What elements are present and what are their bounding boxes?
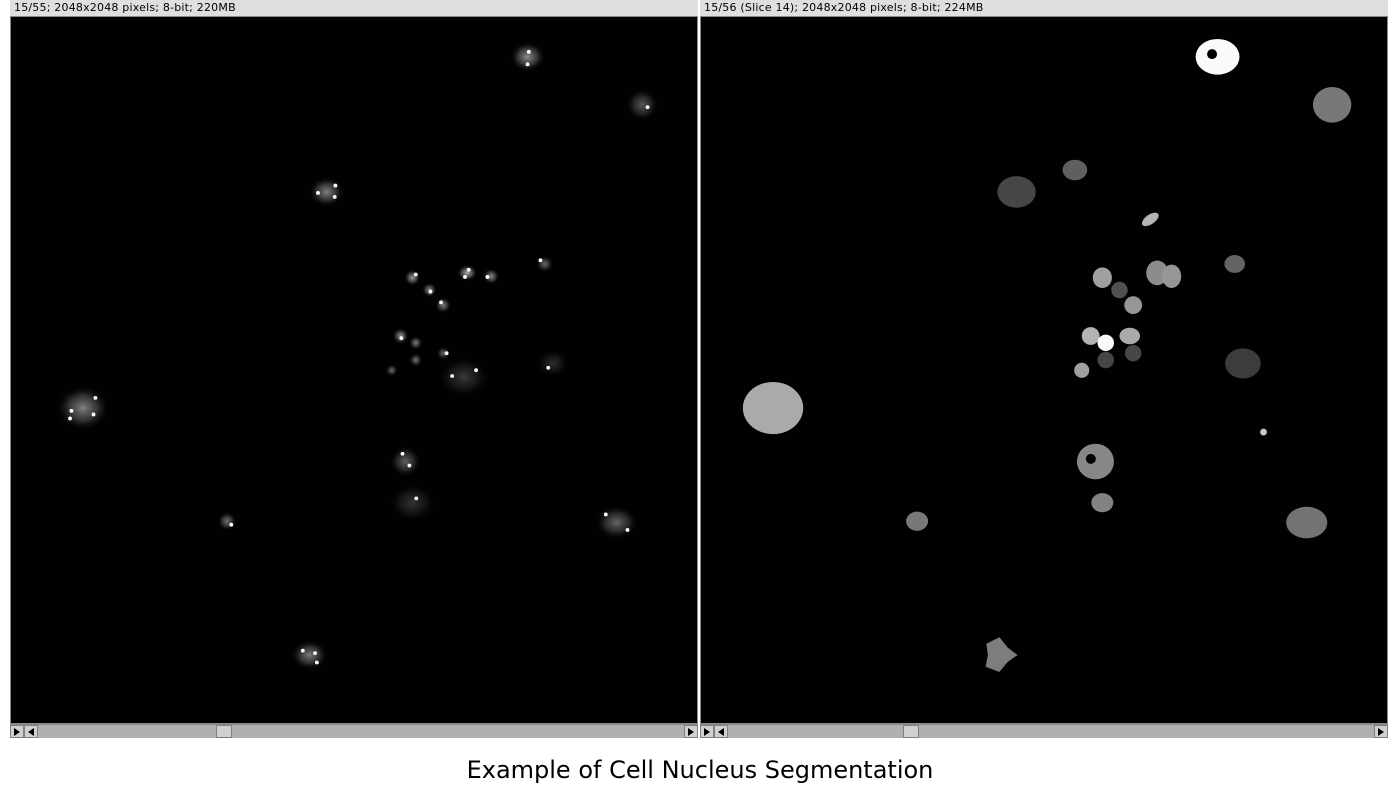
scrollbar-track[interactable] <box>38 725 698 738</box>
left-slice-scrollbar[interactable] <box>10 724 698 738</box>
scrollbar-thumb[interactable] <box>216 725 232 738</box>
caption-text: Example of Cell Nucleus Segmentation <box>0 738 1400 784</box>
left-image-panel: 15/55; 2048x2048 pixels; 8-bit; 220MB <box>10 0 698 738</box>
right-panel-header: 15/56 (Slice 14); 2048x2048 pixels; 8-bi… <box>700 0 1388 16</box>
scrollbar-step-left-icon[interactable] <box>714 725 728 738</box>
right-slice-scrollbar[interactable] <box>700 724 1388 738</box>
scrollbar-thumb[interactable] <box>903 725 919 738</box>
right-image-panel: 15/56 (Slice 14); 2048x2048 pixels; 8-bi… <box>700 0 1388 738</box>
panels-container: 15/55; 2048x2048 pixels; 8-bit; 220MB 15… <box>0 0 1400 738</box>
left-panel-header: 15/55; 2048x2048 pixels; 8-bit; 220MB <box>10 0 698 16</box>
right-image-canvas[interactable] <box>700 16 1388 724</box>
scrollbar-play-icon[interactable] <box>10 725 24 738</box>
scrollbar-play-icon[interactable] <box>700 725 714 738</box>
scrollbar-step-left-icon[interactable] <box>24 725 38 738</box>
scrollbar-step-right-icon[interactable] <box>1374 725 1388 738</box>
left-image-canvas[interactable] <box>10 16 698 724</box>
scrollbar-step-right-icon[interactable] <box>684 725 698 738</box>
scrollbar-track[interactable] <box>728 725 1388 738</box>
